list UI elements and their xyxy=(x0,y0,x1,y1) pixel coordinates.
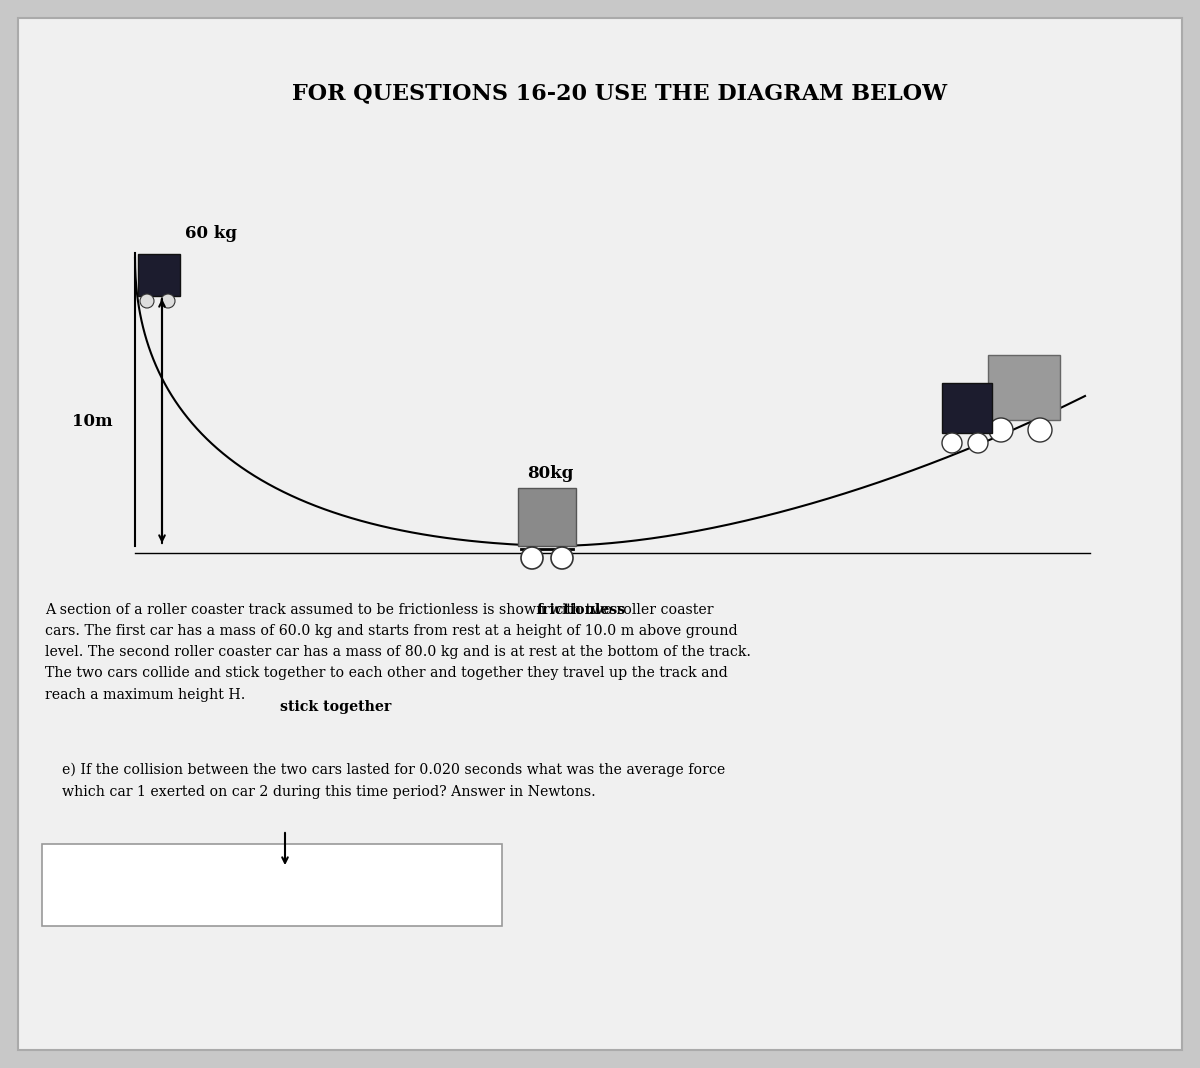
Bar xyxy=(988,355,1060,420)
Bar xyxy=(42,844,502,926)
Text: A section of a roller coaster track assumed to be 



The two cars collide and: A section of a roller coaster track assu… xyxy=(46,603,398,702)
Circle shape xyxy=(942,433,962,453)
Text: stick together: stick together xyxy=(281,700,391,713)
Bar xyxy=(518,488,576,546)
Text: e) If the collision between the two cars lasted for 0.020 seconds what was the a: e) If the collision between the two cars… xyxy=(62,763,725,799)
Circle shape xyxy=(521,547,542,569)
Text: 10m: 10m xyxy=(72,412,113,429)
Text: A section of a roller coaster track assumed to be frictionless is shown with two: A section of a roller coaster track assu… xyxy=(46,603,751,702)
Circle shape xyxy=(551,547,574,569)
Circle shape xyxy=(968,433,988,453)
Circle shape xyxy=(1028,418,1052,442)
Bar xyxy=(138,254,180,296)
Circle shape xyxy=(140,294,154,308)
Circle shape xyxy=(989,418,1013,442)
Text: FOR QUESTIONS 16-20 USE THE DIAGRAM BELOW: FOR QUESTIONS 16-20 USE THE DIAGRAM BELO… xyxy=(293,82,948,104)
Text: 60 kg: 60 kg xyxy=(185,224,238,241)
Text: frictionless: frictionless xyxy=(536,603,625,617)
Bar xyxy=(942,383,992,433)
Circle shape xyxy=(161,294,175,308)
Text: 80kg: 80kg xyxy=(527,465,574,482)
